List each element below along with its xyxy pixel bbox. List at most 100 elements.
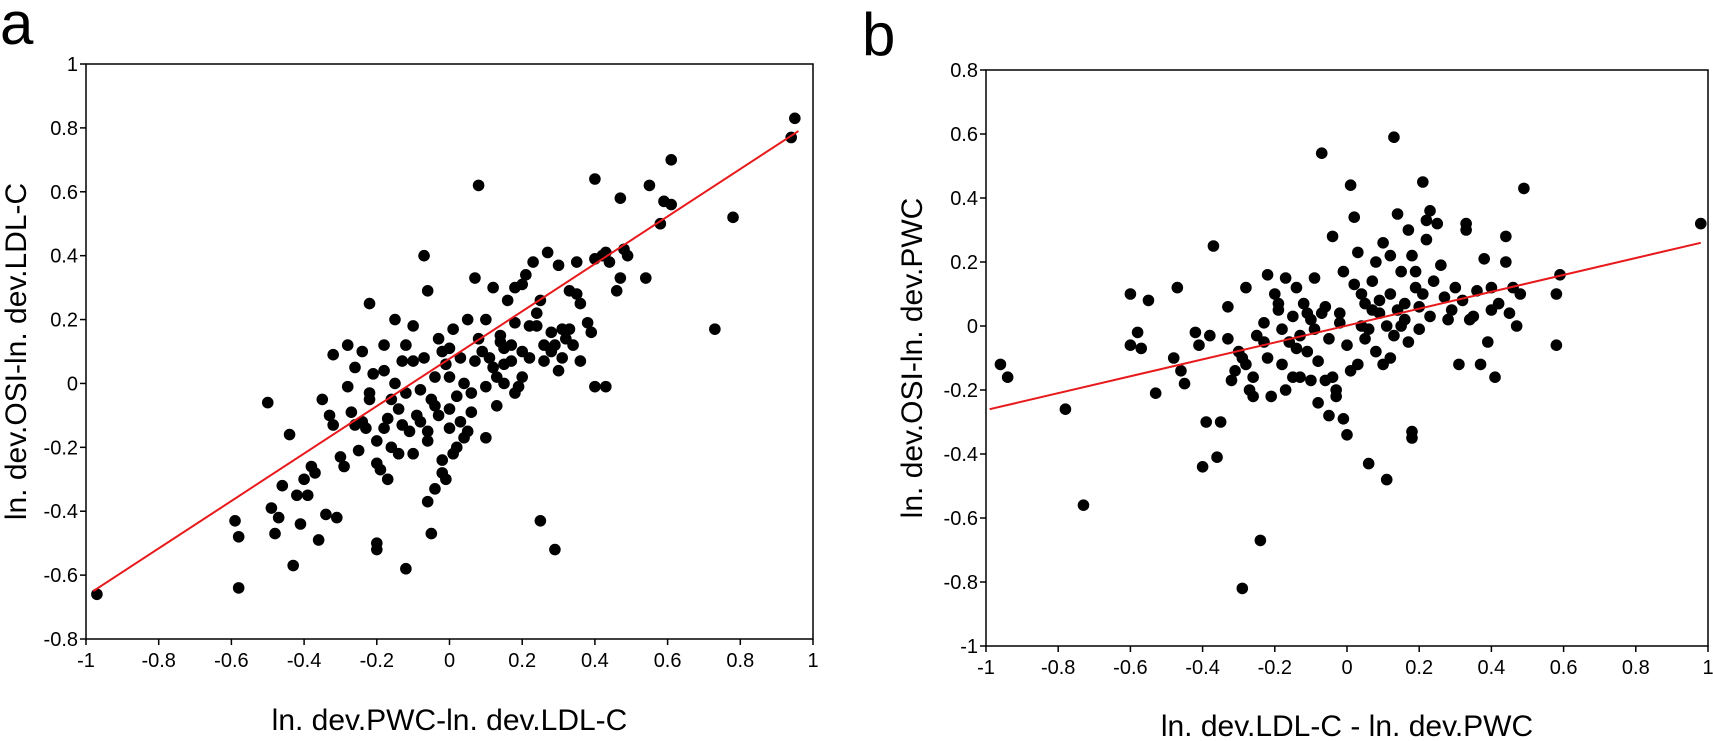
- data-point: [727, 211, 739, 224]
- data-point: [1384, 352, 1397, 364]
- data-point: [1388, 329, 1400, 342]
- x-tick-label: 0.4: [1477, 657, 1505, 679]
- data-point: [443, 371, 456, 383]
- data-point: [400, 339, 412, 351]
- data-point: [1550, 339, 1563, 352]
- data-point: [1247, 371, 1259, 384]
- data-point: [294, 518, 307, 530]
- data-point: [352, 444, 365, 457]
- data-point: [1204, 329, 1216, 342]
- data-point: [392, 403, 405, 415]
- data-point: [1326, 230, 1339, 243]
- data-point: [327, 419, 339, 431]
- data-point: [414, 415, 427, 428]
- data-point: [447, 323, 459, 335]
- data-point: [1254, 534, 1267, 547]
- x-tick-label: 0.4: [581, 650, 609, 672]
- y-tick-label: 0.2: [950, 252, 978, 274]
- data-point: [1380, 320, 1393, 332]
- data-point: [1420, 214, 1433, 227]
- data-point: [1222, 301, 1234, 313]
- data-point: [581, 316, 594, 329]
- x-tick-label: -0.8: [1041, 657, 1075, 679]
- data-point: [1225, 374, 1238, 387]
- data-point: [396, 355, 409, 367]
- data-point: [498, 377, 510, 390]
- x-tick-label: -0.4: [287, 650, 321, 672]
- x-axis-label: ln. dev.PWC-ln. dev.LDL-C: [272, 704, 628, 737]
- data-point: [476, 345, 489, 358]
- y-tick-label: -0.6: [44, 565, 78, 587]
- data-point: [643, 179, 656, 192]
- data-point: [1388, 131, 1400, 143]
- data-point: [432, 332, 445, 345]
- y-axis-label: ln. dev.OSI-ln. dev.LDL-C: [0, 183, 33, 520]
- data-point: [414, 384, 427, 396]
- data-point: [589, 173, 601, 185]
- x-axis-label: ln. dev.LDL-C - ln. dev.PWC: [1161, 710, 1533, 741]
- data-point: [516, 371, 528, 383]
- data-point: [1124, 339, 1137, 352]
- panel-label: a: [0, 0, 34, 57]
- data-point: [389, 313, 401, 326]
- data-point: [447, 447, 459, 460]
- data-point: [232, 530, 245, 543]
- data-point: [469, 272, 481, 284]
- x-tick-label: -0.6: [214, 650, 248, 672]
- data-point: [1297, 297, 1310, 310]
- data-point: [1435, 259, 1447, 272]
- data-point: [1135, 342, 1148, 355]
- data-point: [283, 428, 296, 441]
- data-point: [1420, 233, 1433, 246]
- data-point: [436, 454, 449, 466]
- data-point: [1366, 275, 1379, 288]
- data-point: [1489, 371, 1501, 384]
- data-point: [1193, 339, 1205, 352]
- data-point: [1417, 176, 1429, 188]
- y-tick-label: 1: [67, 54, 78, 76]
- data-point: [498, 342, 510, 355]
- data-point: [320, 508, 332, 521]
- data-point: [1370, 256, 1382, 268]
- data-point: [1344, 179, 1357, 191]
- data-point: [363, 393, 376, 406]
- data-point: [603, 256, 616, 268]
- data-point: [1272, 297, 1285, 310]
- data-point: [443, 422, 456, 434]
- data-point: [1276, 358, 1288, 371]
- data-point: [509, 387, 521, 399]
- data-point: [1366, 304, 1379, 316]
- data-point: [381, 412, 394, 425]
- data-point: [276, 479, 289, 492]
- data-point: [1207, 240, 1220, 252]
- data-point: [371, 435, 383, 447]
- data-point: [1500, 230, 1512, 243]
- data-point: [1694, 217, 1707, 230]
- x-tick-label: -0.2: [1258, 657, 1292, 679]
- data-point: [1337, 413, 1350, 425]
- x-tick-label: -0.8: [141, 650, 175, 672]
- data-point: [371, 457, 383, 470]
- data-point: [1402, 336, 1415, 348]
- x-tick-label: 0.2: [508, 650, 536, 672]
- data-point: [1395, 265, 1407, 278]
- data-point: [1391, 208, 1404, 220]
- data-point: [509, 316, 521, 329]
- x-tick-label: 0.6: [654, 650, 682, 672]
- data-point: [1518, 182, 1530, 195]
- data-point: [389, 377, 401, 390]
- data-point: [1348, 278, 1361, 291]
- data-point: [429, 400, 441, 412]
- data-point: [1124, 288, 1137, 300]
- y-tick-label: 0.6: [50, 182, 78, 204]
- data-point: [589, 380, 601, 393]
- data-point: [994, 358, 1007, 371]
- data-point: [534, 515, 547, 527]
- x-tick-label: -1: [77, 650, 95, 672]
- x-tick-label: -0.2: [360, 650, 394, 672]
- data-point: [1200, 416, 1213, 428]
- data-point: [229, 515, 241, 527]
- data-point: [610, 285, 623, 297]
- data-point: [1240, 358, 1252, 371]
- y-axis-label: ln. dev.OSI-ln. dev.PWC: [896, 198, 929, 519]
